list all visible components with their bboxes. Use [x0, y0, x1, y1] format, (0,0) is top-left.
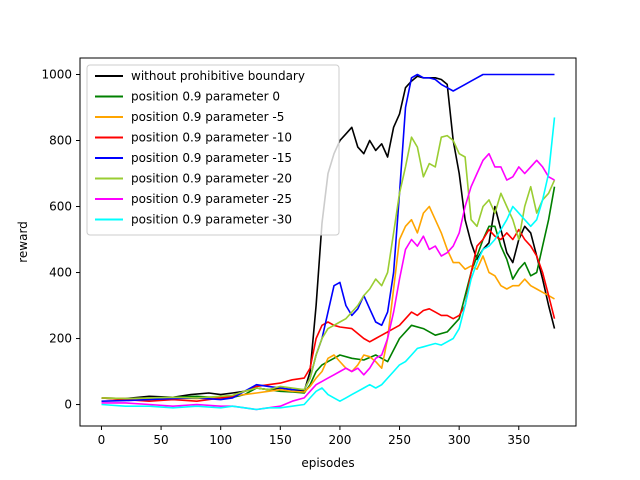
y-tick-label: 800	[49, 134, 72, 148]
series-line-position-0-9-parameter-20	[101, 134, 556, 400]
legend-label: position 0.9 parameter -25	[131, 192, 292, 206]
x-tick-label: 350	[507, 433, 530, 447]
x-tick-label: 0	[98, 433, 106, 447]
legend-label: position 0.9 parameter -10	[131, 131, 292, 145]
x-tick-label: 200	[328, 433, 351, 447]
y-tick-label: 600	[49, 200, 72, 214]
y-axis-ticks: 0 200 400 600 800 1000	[41, 68, 80, 412]
legend-box	[86, 64, 340, 236]
y-tick-label: 1000	[41, 68, 72, 82]
legend-label: position 0.9 parameter -5	[131, 110, 284, 124]
x-tick-label: 150	[269, 433, 292, 447]
series-lines	[101, 73, 556, 411]
legend-label: position 0.9 parameter -15	[131, 151, 292, 165]
x-axis-ticks: 0 50 100 150 200 250 300 350	[98, 426, 530, 447]
y-axis-label: reward	[16, 221, 30, 263]
series-line-position-0-9-parameter-5	[101, 205, 555, 401]
legend-label: position 0.9 parameter -30	[131, 213, 292, 227]
series-line-position-0-9-parameter-15	[101, 73, 555, 402]
x-tick-label: 50	[153, 433, 168, 447]
y-tick-label: 0	[64, 398, 72, 412]
x-tick-label: 100	[209, 433, 232, 447]
y-tick-label: 200	[49, 332, 72, 346]
x-tick-label: 300	[448, 433, 471, 447]
x-axis-label: episodes	[301, 456, 354, 470]
legend: without prohibitive boundary position 0.9…	[86, 64, 340, 236]
series-line-position-0-9-parameter-30	[101, 117, 556, 411]
y-tick-label: 400	[49, 266, 72, 280]
plot-frame	[79, 57, 577, 427]
legend-label: position 0.9 parameter -20	[131, 172, 292, 186]
legend-label: without prohibitive boundary	[131, 69, 305, 83]
x-tick-label: 250	[388, 433, 411, 447]
legend-label: position 0.9 parameter 0	[131, 90, 280, 104]
